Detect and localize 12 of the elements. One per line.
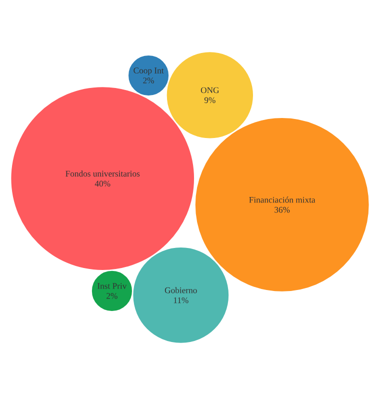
category-label: Inst Priv xyxy=(98,283,127,289)
category-label: Fondos universitarios xyxy=(66,170,140,177)
data-label: 2% xyxy=(106,293,118,299)
data-label: 11% xyxy=(174,297,188,304)
data-label: 9% xyxy=(204,97,216,104)
data-label: 36% xyxy=(274,206,290,213)
category-label: Coop Int xyxy=(134,68,164,76)
category-label: Gobierno xyxy=(164,287,197,294)
category-label: Financiación mixta xyxy=(249,196,316,203)
category-label: ONG xyxy=(200,87,219,94)
data-label: 2% xyxy=(143,78,154,84)
data-label: 40% xyxy=(94,180,110,187)
